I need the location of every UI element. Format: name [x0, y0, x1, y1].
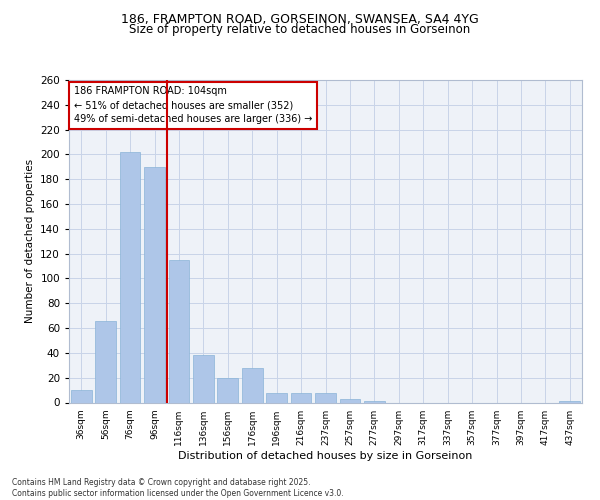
- Bar: [315, 392, 336, 402]
- Bar: [95, 320, 116, 402]
- Text: 186 FRAMPTON ROAD: 104sqm
← 51% of detached houses are smaller (352)
49% of semi: 186 FRAMPTON ROAD: 104sqm ← 51% of detac…: [74, 86, 313, 124]
- Bar: [290, 392, 311, 402]
- Text: Size of property relative to detached houses in Gorseinon: Size of property relative to detached ho…: [130, 22, 470, 36]
- Bar: [119, 152, 140, 403]
- Text: Contains HM Land Registry data © Crown copyright and database right 2025.
Contai: Contains HM Land Registry data © Crown c…: [12, 478, 344, 498]
- X-axis label: Distribution of detached houses by size in Gorseinon: Distribution of detached houses by size …: [178, 450, 473, 460]
- Y-axis label: Number of detached properties: Number of detached properties: [25, 159, 35, 324]
- Text: 186, FRAMPTON ROAD, GORSEINON, SWANSEA, SA4 4YG: 186, FRAMPTON ROAD, GORSEINON, SWANSEA, …: [121, 12, 479, 26]
- Bar: [169, 260, 190, 402]
- Bar: [266, 392, 287, 402]
- Bar: [144, 167, 165, 402]
- Bar: [242, 368, 263, 402]
- Bar: [217, 378, 238, 402]
- Bar: [193, 356, 214, 403]
- Bar: [340, 399, 361, 402]
- Bar: [71, 390, 92, 402]
